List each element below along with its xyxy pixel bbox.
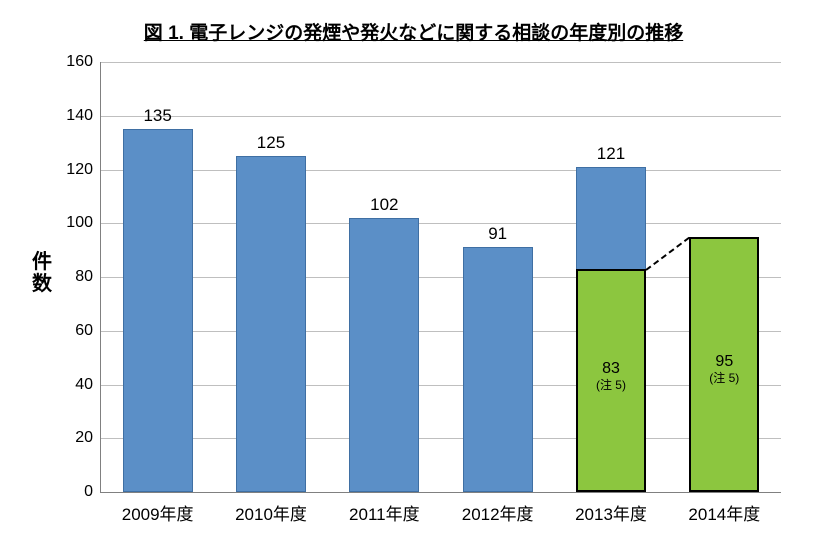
- bar-value-label: 121: [597, 144, 625, 168]
- chart-container: 図 1. 電子レンジの発煙や発火などに関する相談の年度別の推移 件 数 0204…: [0, 0, 827, 545]
- gridline: [101, 277, 781, 278]
- bar: 91: [463, 247, 533, 492]
- y-tick-label: 120: [66, 161, 101, 179]
- gridline: [101, 116, 781, 117]
- bar-inner-label: 83(注 5): [596, 359, 626, 393]
- bar: 102: [349, 218, 419, 492]
- bar: 125: [236, 156, 306, 492]
- plot-area: 0204060801001201401601352009年度1252010年度1…: [100, 62, 781, 493]
- bar: 95(注 5): [689, 237, 759, 492]
- bar: 135: [123, 129, 193, 492]
- y-tick-label: 60: [75, 322, 101, 340]
- x-tick-label: 2011年度: [349, 492, 420, 525]
- x-tick-label: 2012年度: [462, 492, 534, 525]
- y-axis-label: 件 数: [32, 251, 52, 295]
- y-tick-label: 140: [66, 107, 101, 125]
- bar-value-label: 135: [143, 106, 171, 130]
- bar-value-label: 102: [370, 195, 398, 219]
- x-tick-label: 2010年度: [235, 492, 307, 525]
- x-tick-label: 2014年度: [688, 492, 760, 525]
- gridline: [101, 170, 781, 171]
- bar-value-label: 91: [488, 224, 507, 248]
- y-tick-label: 20: [75, 429, 101, 447]
- y-tick-label: 100: [66, 214, 101, 232]
- gridline: [101, 62, 781, 63]
- y-axis-label-text: 件 数: [32, 251, 52, 295]
- y-tick-label: 40: [75, 376, 101, 394]
- dashed-connector: [646, 237, 690, 271]
- gridline: [101, 223, 781, 224]
- bar-overlay: 83(注 5): [576, 269, 646, 492]
- x-tick-label: 2013年度: [575, 492, 647, 525]
- gridline: [101, 331, 781, 332]
- y-tick-label: 80: [75, 268, 101, 286]
- gridline: [101, 385, 781, 386]
- y-tick-label: 160: [66, 53, 101, 71]
- bar-value-label: 125: [257, 133, 285, 157]
- chart-title: 図 1. 電子レンジの発煙や発火などに関する相談の年度別の推移: [0, 18, 827, 45]
- y-tick-label: 0: [84, 483, 101, 501]
- bar-inner-label: 95(注 5): [709, 352, 739, 386]
- x-tick-label: 2009年度: [122, 492, 194, 525]
- gridline: [101, 438, 781, 439]
